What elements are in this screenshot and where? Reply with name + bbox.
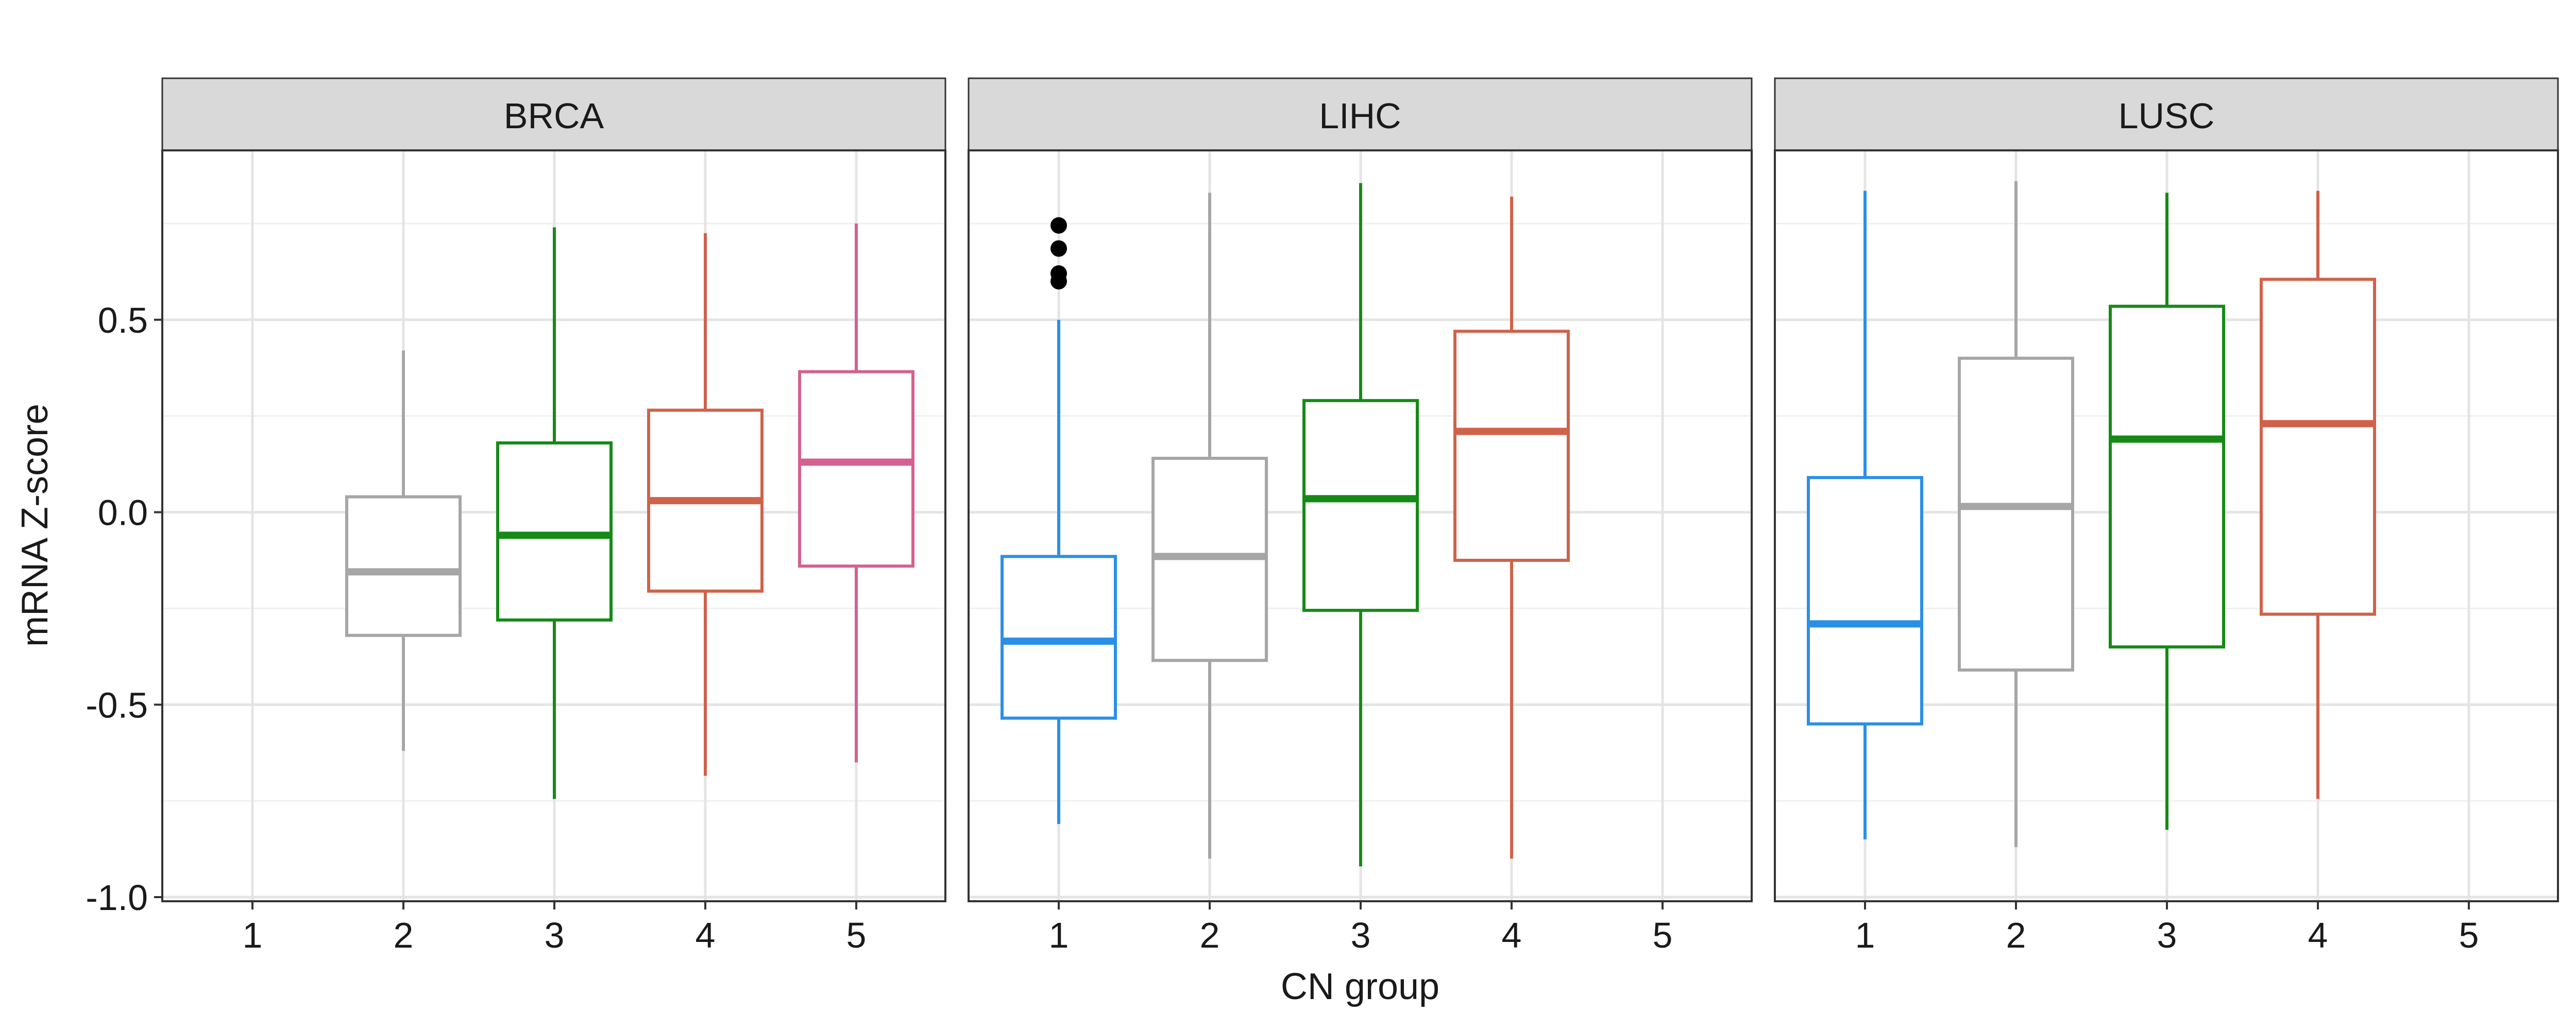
box-group-2	[345, 350, 462, 751]
x-tick-label: 1	[1049, 915, 1069, 955]
box-group-3	[496, 227, 613, 799]
x-tick-label: 4	[696, 915, 716, 955]
outlier-point	[1050, 217, 1067, 234]
x-tick-label: 3	[545, 915, 565, 955]
box-group-3	[1302, 183, 1419, 867]
x-tick-label: 2	[394, 915, 414, 955]
facet-strip	[161, 77, 946, 151]
x-tick-label: 5	[2459, 915, 2479, 955]
x-tick-label: 2	[1200, 915, 1220, 955]
iqr-box	[1958, 356, 2074, 672]
iqr-box	[345, 495, 462, 637]
box-group-4	[2260, 191, 2376, 799]
iqr-box	[798, 370, 914, 568]
iqr-box	[1302, 399, 1419, 612]
x-tick-label: 5	[846, 915, 867, 955]
y-tick-label: 0.5	[98, 300, 148, 340]
facet-strip-label: BRCA	[504, 96, 604, 136]
iqr-box	[496, 441, 613, 622]
x-tick-label: 3	[1351, 915, 1371, 955]
x-tick-label: 4	[1502, 915, 1522, 955]
x-axis-title: CN group	[1281, 966, 1439, 1007]
box-group-5	[798, 224, 914, 763]
iqr-box	[1453, 330, 1570, 562]
iqr-box	[1807, 476, 1923, 726]
outlier-point	[1050, 265, 1067, 282]
box-group-3	[2109, 193, 2225, 830]
panel-brca: BRCA 1 2 3 4 5	[161, 77, 946, 955]
x-tick-label: 5	[1653, 915, 1673, 955]
y-axis-title: mRNA Z-score	[14, 404, 56, 647]
x-tick-label: 3	[2157, 915, 2177, 955]
y-tick-label: 0.0	[98, 493, 148, 533]
panel-lusc: LUSC 1 2 3 4 5	[1774, 77, 2559, 955]
iqr-box	[2109, 304, 2225, 649]
box-group-2	[1151, 193, 1268, 859]
iqr-box	[1001, 555, 1117, 720]
y-tick-label: -1.0	[86, 878, 148, 918]
outlier-point	[1050, 240, 1067, 257]
x-tick-label: 4	[2308, 915, 2328, 955]
x-tick-label: 1	[1855, 915, 1875, 955]
iqr-box	[2260, 278, 2376, 616]
panel-lihc: LIHC 1 2 3 4 5	[968, 77, 1753, 955]
panels-layer: BRCA 1 2 3 4 5 LIHC 1 2 3 4 5 LUSC 1 2 3 4 5	[161, 77, 2559, 955]
x-tick-label: 1	[243, 915, 263, 955]
box-group-2	[1958, 181, 2074, 847]
box-group-4	[647, 233, 764, 776]
facet-strip	[1774, 77, 2559, 151]
box-group-1	[1807, 191, 1923, 839]
box-group-4	[1453, 196, 1570, 859]
box-group-1	[1001, 217, 1117, 824]
x-tick-label: 2	[2006, 915, 2026, 955]
y-tick-label: -0.5	[86, 685, 148, 725]
y-axis: -1.0 -0.5 0.0 0.5	[86, 300, 162, 918]
facet-strip-label: LIHC	[1319, 96, 1401, 136]
facet-strip-label: LUSC	[2119, 96, 2215, 136]
